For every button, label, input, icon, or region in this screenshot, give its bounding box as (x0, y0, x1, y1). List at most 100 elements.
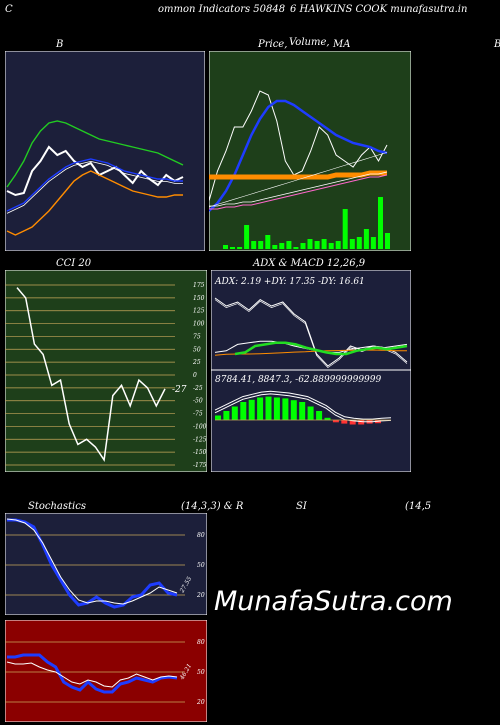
macd-hist-bar (257, 397, 264, 420)
cci-last-value: -27 (172, 385, 187, 395)
macd-hist-bar (358, 420, 365, 425)
macd-hist-bar (349, 420, 356, 425)
bollinger-chart (5, 51, 205, 251)
volume-bar (363, 229, 369, 249)
stoch-tick-label: 50 (197, 562, 205, 569)
volume-bar (279, 243, 285, 249)
rsi-line (6, 661, 178, 688)
rsi-tick-label: 20 (196, 699, 205, 706)
ma-blue-line (209, 99, 388, 212)
macd-hist-bar (316, 411, 323, 420)
volume-bar (286, 241, 292, 249)
ma-white-line (209, 171, 388, 207)
stoch-d-line (6, 518, 178, 605)
macd-hist-bar (307, 406, 314, 420)
volume-bar (356, 237, 362, 249)
rsi-tick-label: 50 (197, 669, 205, 676)
volume-bar (258, 241, 264, 249)
cci-tick-label: -125 (193, 436, 207, 443)
volume-bar (342, 209, 348, 249)
bb-middle-band (6, 158, 183, 212)
adx-orange-line (214, 349, 407, 356)
macd-hist-bar (248, 399, 255, 421)
macd-hist-bar (282, 398, 289, 420)
ma-orange-band (209, 170, 387, 180)
cci-title: CCI 20 (56, 258, 92, 269)
price-line (209, 90, 388, 202)
macd-hist-bar (324, 417, 331, 421)
volume-bar (293, 247, 299, 249)
adx-title: ADX & MACD 12,26,9 (253, 258, 366, 269)
rsi-params: (14,5 (405, 501, 432, 512)
header-left: C (5, 4, 13, 15)
right-edge-title: B (494, 39, 500, 50)
macd-hist-bar (265, 396, 272, 420)
cci-tick-label: 50 (193, 346, 201, 353)
minus-dy-line (214, 297, 408, 367)
adx-readout: ADX: 2.19 +DY: 17.35 -DY: 16.61 (214, 277, 365, 287)
volume-bar (349, 239, 355, 249)
macd-readout: 8784.41, 8847.3, -62.889999999999 (215, 375, 381, 385)
adx-green-line (234, 341, 408, 356)
volume-bar (272, 245, 278, 249)
cci-tick-label: 125 (193, 308, 205, 315)
header-right: 6 HAWKINS COOK munafasutra.in (290, 4, 468, 15)
cci-chart: 175 150 125 100 75 50 25 0 -25 -50 -75 -100 -125 -150… (5, 270, 207, 472)
cci-tick-label: -150 (193, 449, 207, 456)
macd-line (214, 393, 392, 423)
macd-signal-line (214, 390, 392, 420)
watermark: MunafaSutra.com (214, 586, 453, 617)
cci-tick-label: 0 (193, 372, 197, 379)
cci-tick-label: -75 (193, 411, 203, 418)
bb-middle-band-outline (6, 160, 183, 214)
volume-bar (335, 241, 341, 249)
rsi-title: SI (296, 501, 307, 512)
cci-tick-label: 150 (193, 295, 205, 302)
cci-tick-label: 75 (193, 333, 201, 340)
volume-bar (237, 247, 243, 249)
bb-price-line (6, 145, 184, 197)
cci-tick-label: 25 (192, 359, 201, 366)
macd-hist-bar (223, 411, 230, 420)
volume-bar (370, 237, 376, 249)
volume-bar (321, 239, 327, 249)
cci-tick-label: -25 (193, 385, 203, 392)
macd-hist-bar (215, 415, 221, 420)
volume-bar (385, 233, 390, 249)
price-title-1: Price, (258, 39, 288, 50)
bb-lower-band (6, 170, 183, 236)
volume-bar (244, 225, 250, 249)
stoch-params: (14,3,3) & R (181, 501, 244, 512)
cci-tick-label: 175 (193, 282, 205, 289)
bb-upper-band (6, 120, 184, 188)
macd-hist-bar (290, 400, 297, 420)
volume-bar (378, 197, 383, 249)
volume-bar (300, 243, 306, 249)
cci-tick-label: -50 (193, 398, 203, 405)
macd-hist-bar (341, 420, 348, 424)
cci-tick-label: -175 (193, 462, 207, 469)
volume-bar (328, 243, 334, 249)
stoch-title: Stochastics (28, 501, 86, 512)
volume-bar (230, 247, 235, 249)
price-title-3: MA (333, 39, 351, 50)
stoch-tick-label: 80 (197, 532, 205, 539)
rsi-tick-label: 80 (197, 639, 205, 646)
stoch-k-line (7, 518, 178, 609)
macd-hist-bar (332, 420, 339, 423)
bb-title: B (56, 39, 64, 50)
macd-hist-bar (231, 406, 238, 420)
ma-pink-line (209, 174, 388, 210)
stoch-tick-label: 20 (196, 592, 205, 599)
price-volume-ma-chart (209, 51, 411, 251)
volume-bar (251, 241, 257, 249)
volume-bar (223, 245, 228, 249)
cci-line (16, 287, 166, 462)
mrsi-line (7, 653, 178, 694)
ma-long-line (209, 152, 388, 208)
macd-hist-bar (273, 397, 280, 420)
macd-hist-bar (299, 402, 306, 420)
price-title-2: Volume, (289, 37, 330, 48)
